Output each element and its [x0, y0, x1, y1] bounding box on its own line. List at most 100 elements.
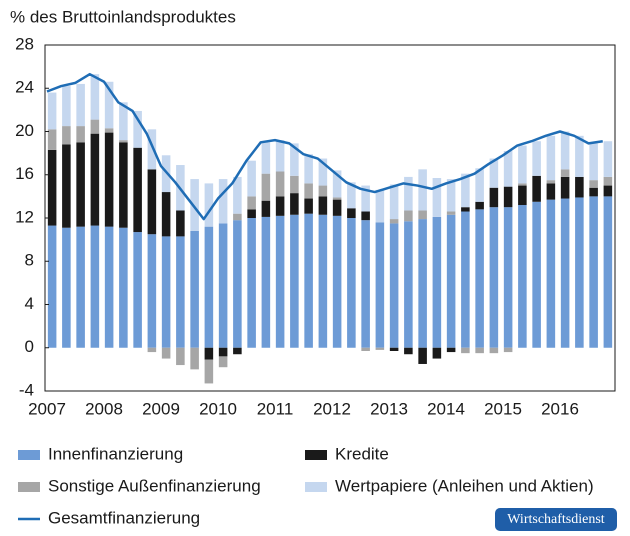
bar-segment [389, 347, 399, 351]
y-tick-label: 24 [15, 78, 34, 97]
bar-segment [389, 219, 399, 224]
bar-segment [475, 168, 484, 202]
bar-segment [275, 215, 285, 348]
bar-segment [446, 347, 456, 353]
bar-segment [418, 210, 427, 220]
bar-segment [446, 214, 456, 348]
y-tick-label: 0 [25, 337, 34, 356]
bar-segment [347, 208, 356, 218]
bar-segment [190, 347, 199, 370]
bar-segment [489, 158, 499, 188]
bar-segment [546, 199, 556, 348]
bar-segment [575, 135, 584, 177]
bar-segment [247, 160, 256, 197]
bar-segment [389, 223, 399, 348]
bar-segment [375, 222, 385, 348]
legend-label: Wertpapiere (Anleihen und Aktien) [335, 476, 594, 495]
bar-segment [475, 201, 484, 210]
y-tick-label: 16 [15, 164, 34, 183]
bar-segment [318, 196, 328, 215]
bar-segment [347, 218, 356, 348]
x-tick-label: 2015 [484, 399, 522, 418]
y-tick-label: 8 [25, 251, 34, 270]
bar-segment [218, 179, 228, 224]
bar-segment [418, 347, 427, 364]
bar-segment [76, 83, 85, 127]
bar-segment [119, 140, 128, 143]
bar-segment [589, 187, 598, 197]
bar-segment [432, 347, 442, 359]
bar-segment [147, 347, 157, 353]
bar-segment [104, 226, 114, 348]
bar-segment [503, 186, 513, 208]
bar-segment [461, 207, 470, 212]
bar-segment [589, 196, 598, 348]
bar-segment [290, 143, 299, 176]
bar-segment [133, 147, 142, 233]
bar-segment [575, 176, 584, 198]
bar-segment [176, 347, 185, 366]
bar-segment [603, 196, 613, 348]
bar-segment [560, 131, 570, 170]
bar-segment [361, 220, 370, 348]
bar-segment [47, 225, 57, 348]
badge: Wirtschaftsdienst [507, 512, 605, 527]
bar-segment [204, 359, 214, 384]
bar-segment [247, 196, 256, 210]
bar-segment [461, 211, 470, 348]
bar-segment [90, 225, 100, 348]
bar-segment [304, 198, 313, 214]
bar-segment [503, 150, 513, 187]
bar-segment [575, 197, 584, 348]
y-tick-label: 28 [15, 34, 34, 53]
bar-segment [503, 347, 513, 353]
bar-segment [247, 218, 256, 348]
bar-segment [446, 179, 456, 212]
bar-segment [90, 133, 100, 226]
bar-segment [318, 158, 328, 186]
bar-segment [432, 177, 442, 217]
bar-segment [489, 207, 499, 348]
bar-segment [218, 356, 228, 368]
bar-segment [233, 220, 242, 348]
x-tick-label: 2007 [28, 399, 66, 418]
bar-segment [603, 141, 613, 177]
bar-segment [290, 214, 299, 348]
legend-swatch [18, 450, 40, 460]
x-tick-label: 2012 [313, 399, 351, 418]
bar-segment [603, 176, 613, 186]
bar-segment [147, 169, 157, 235]
bar-segment [62, 144, 71, 228]
bar-segment [532, 175, 541, 202]
bar-segment [389, 184, 399, 220]
bar-segment [518, 185, 527, 206]
bar-segment [404, 210, 413, 222]
bar-segment [332, 170, 342, 198]
bar-segment [332, 215, 342, 348]
legend-swatch [305, 450, 327, 460]
bar-segment [261, 200, 271, 217]
bar-segment [176, 236, 185, 348]
bar-segment [247, 209, 256, 218]
bar-segment [176, 210, 185, 237]
bar-segment [104, 81, 114, 129]
bar-segment [161, 192, 171, 237]
y-tick-label: 4 [25, 294, 34, 313]
bar-segment [489, 347, 499, 354]
bar-segment [332, 199, 342, 216]
bar-segment [418, 169, 427, 211]
bar-segment [218, 223, 228, 348]
bar-segment [261, 216, 271, 348]
bar-segment [218, 347, 228, 357]
badge-box [495, 508, 617, 531]
bar-segment [275, 140, 285, 172]
bar-segment [233, 176, 242, 214]
bar-segment [147, 234, 157, 348]
bar-segment [532, 201, 541, 348]
bar-segment [119, 142, 128, 228]
bar-segment [147, 129, 157, 170]
bar-segment [318, 185, 328, 197]
bar-segment [304, 183, 313, 199]
legend-swatch [18, 482, 40, 492]
bar-segment [418, 219, 427, 348]
